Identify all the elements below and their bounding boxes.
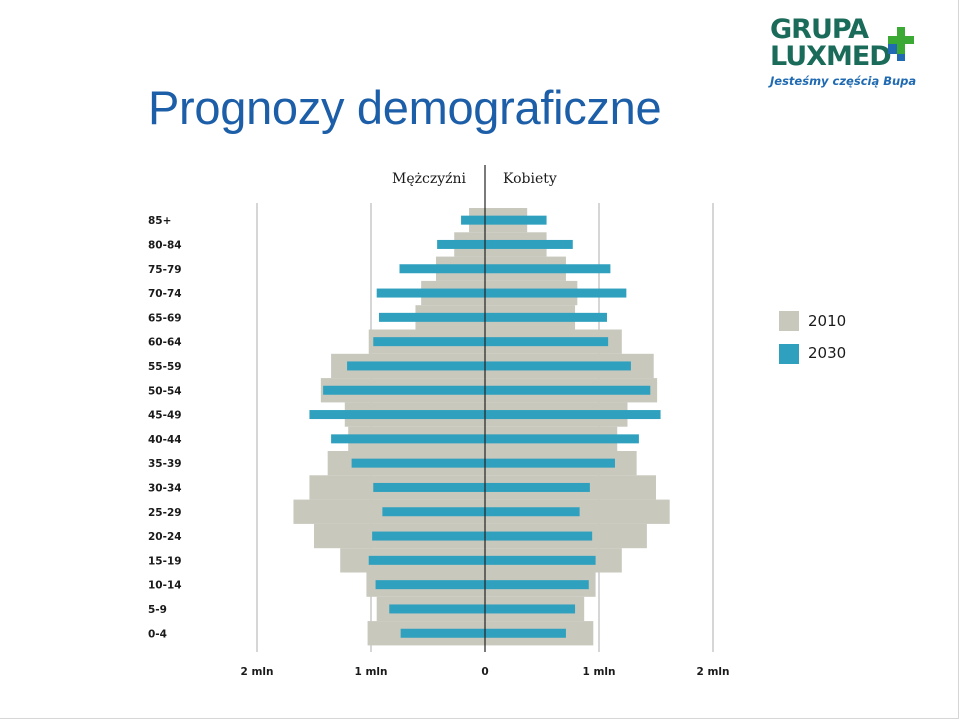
bar-2030-women — [485, 312, 607, 322]
x-tick-label: 0 — [481, 666, 488, 678]
age-group-label: 60-64 — [148, 337, 182, 349]
bar-2030-women — [485, 239, 573, 249]
bar-2030-men — [372, 531, 485, 541]
bars-2010 — [293, 208, 670, 646]
bar-2030-women — [485, 482, 590, 492]
age-group-label: 75-79 — [148, 264, 182, 276]
age-group-label: 40-44 — [148, 434, 182, 446]
bar-2030-men — [378, 312, 485, 322]
men-label: Mężczyźni — [392, 171, 467, 187]
bar-2030-women — [485, 507, 580, 517]
page-title: Prognozy demograficzne — [148, 81, 662, 134]
age-group-label: 65-69 — [148, 312, 182, 324]
age-group-label: 20-24 — [148, 531, 182, 543]
bar-2030-men — [373, 482, 485, 492]
age-group-label: 45-49 — [148, 410, 182, 422]
age-group-label: 5-9 — [148, 604, 167, 616]
bar-2030-women — [485, 458, 615, 468]
bar-2030-men — [437, 239, 485, 249]
age-group-label: 50-54 — [148, 385, 182, 397]
bar-2030-men — [400, 628, 485, 638]
x-tick-label: 1 mln — [355, 666, 388, 678]
bar-2030-women — [485, 531, 593, 541]
x-tick-labels: 2 mln 1 mln 0 1 mln 2 mln — [241, 666, 730, 678]
bar-2030-women — [485, 555, 596, 565]
bar-2030-women — [485, 385, 651, 395]
bar-2030-women — [485, 264, 611, 274]
bar-2030-women — [485, 604, 576, 614]
women-label: Kobiety — [503, 171, 557, 187]
bar-2030-men — [331, 434, 485, 444]
bar-2030-women — [485, 580, 589, 590]
bar-2030-women — [485, 361, 631, 371]
bar-2030-men — [399, 264, 485, 274]
logo-tagline: Jesteśmy częścią Bupa — [770, 74, 917, 88]
x-tick-label: 2 mln — [697, 666, 730, 678]
x-tick-label: 1 mln — [583, 666, 616, 678]
age-group-labels: 85+ 80-84 75-79 70-74 65-69 60-64 55-59 50-54 45… — [148, 215, 182, 640]
age-group-label: 30-34 — [148, 482, 182, 494]
bar-2030-women — [485, 628, 566, 638]
age-group-label: 35-39 — [148, 458, 182, 470]
medical-cross-icon — [888, 27, 914, 61]
legend: 2010 2030 — [779, 311, 846, 364]
bar-2030-men — [373, 337, 485, 347]
age-group-label: 80-84 — [148, 239, 182, 251]
age-group-label: 70-74 — [148, 288, 182, 300]
legend-label-2030: 2030 — [808, 344, 846, 362]
bar-2030-women — [485, 410, 661, 420]
age-group-label: 10-14 — [148, 580, 182, 592]
bars-2030 — [309, 215, 661, 638]
age-group-label: 55-59 — [148, 361, 182, 373]
age-group-label: 85+ — [148, 215, 171, 227]
bar-2030-men — [389, 604, 485, 614]
bar-2030-men — [375, 580, 485, 590]
age-group-label: 15-19 — [148, 555, 182, 567]
x-tick-label: 2 mln — [241, 666, 274, 678]
bar-2030-women — [485, 288, 627, 298]
legend-swatch-2030 — [779, 344, 799, 364]
bar-2030-men — [323, 385, 485, 395]
age-group-label: 0-4 — [148, 628, 167, 640]
bar-2030-men — [376, 288, 485, 298]
bar-2030-men — [351, 458, 485, 468]
bar-2030-women — [485, 215, 547, 225]
luxmed-logo: GRUPA LUXMED Jesteśmy częścią Bupa — [766, 14, 926, 94]
logo-text-line2: LUXMED — [770, 41, 892, 72]
bar-2030-men — [382, 507, 485, 517]
bar-2030-men — [368, 555, 485, 565]
bar-2030-women — [485, 434, 639, 444]
bar-2030-men — [461, 215, 485, 225]
logo-text-line1: GRUPA — [770, 14, 869, 45]
legend-swatch-2010 — [779, 311, 799, 331]
bar-2030-men — [347, 361, 485, 371]
bar-2030-men — [309, 410, 485, 420]
age-group-label: 25-29 — [148, 507, 182, 519]
bar-2030-women — [485, 337, 609, 347]
legend-label-2010: 2010 — [808, 312, 846, 330]
